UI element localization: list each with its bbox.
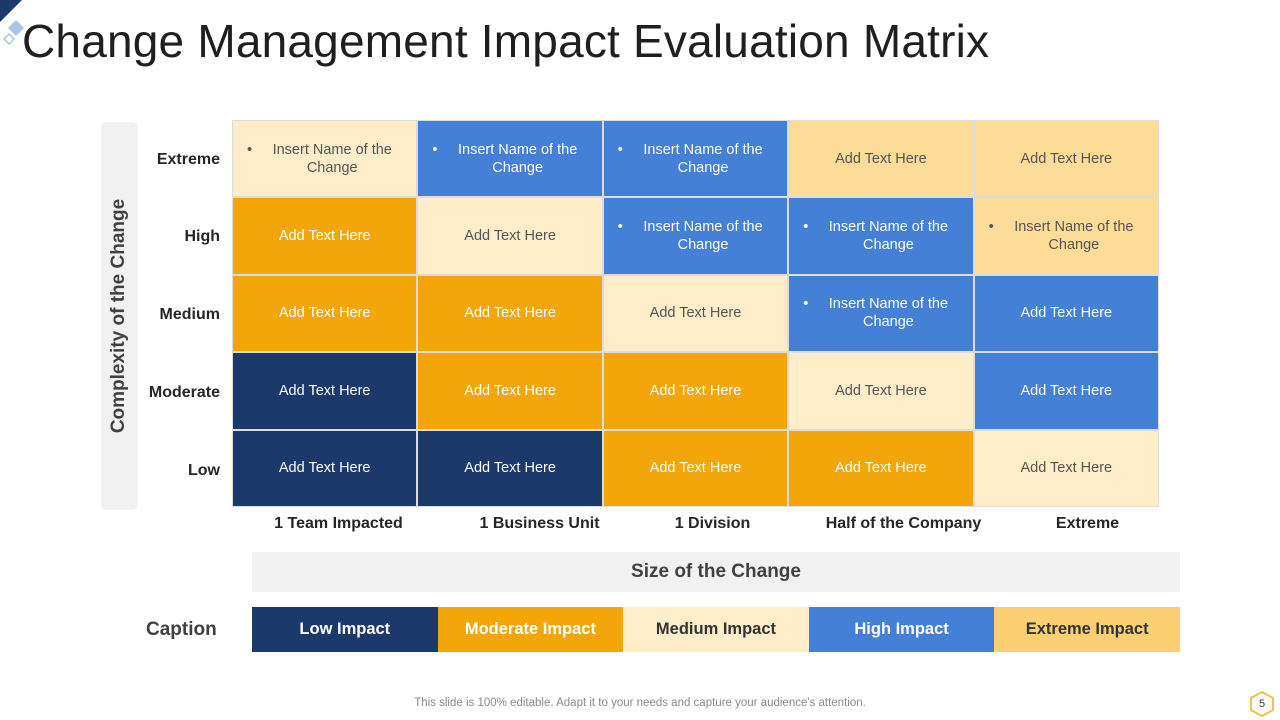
matrix-cell: • Insert Name of the Change [788, 197, 974, 275]
matrix-cell-text: Add Text Here [1020, 305, 1113, 322]
matrix-cell: • Insert Name of the Change [602, 197, 789, 275]
impact-legend: Low Impact Moderate Impact Medium Impact Hi… [252, 607, 1180, 652]
row-label-high: High [184, 228, 220, 245]
matrix-cell-text: Add Text Here [278, 460, 371, 477]
matrix-cell-text: Insert Name of the Change [457, 141, 578, 176]
y-axis-title: Complexity of the Change [108, 198, 129, 434]
bullet-icon: • [432, 141, 438, 158]
legend-item-high: High Impact [808, 607, 995, 652]
footer-note: This slide is 100% editable. Adapt it to… [414, 697, 866, 709]
page-badge-icon [1250, 690, 1274, 718]
matrix-cell: Add Text Here [232, 197, 418, 275]
matrix-cell: • Insert Name of the Change [602, 120, 789, 198]
matrix-cell-text: Add Text Here [464, 382, 556, 399]
matrix-cell-text: Insert Name of the Change [828, 296, 949, 331]
matrix-cell: Add Text Here [973, 274, 1159, 353]
matrix-cell: Add Text Here [232, 352, 418, 430]
matrix-cell: • Insert Name of the Change [788, 274, 974, 353]
matrix-cell: Add Text Here [232, 429, 418, 507]
matrix-cell-text: Add Text Here [1020, 150, 1113, 167]
matrix-cell-text: Insert Name of the Change [828, 219, 949, 254]
matrix-cell: Add Text Here [973, 120, 1159, 198]
matrix-cell: Add Text Here [602, 352, 789, 430]
matrix-cell-text: Add Text Here [649, 382, 742, 399]
matrix-cell-text: Add Text Here [278, 305, 371, 322]
row-label-medium: Medium [159, 306, 220, 323]
y-axis-title-box [101, 122, 138, 510]
legend-item-medium: Medium Impact [623, 607, 809, 652]
matrix-cell-text: Insert Name of the Change [643, 219, 763, 254]
impact-matrix: • Insert Name of the Change • Insert Name o… [232, 120, 1159, 507]
matrix-cell: Add Text Here [602, 429, 789, 507]
page-title: Change Management Impact Evaluation Matr… [22, 15, 990, 67]
bullet-icon: • [803, 219, 809, 236]
matrix-cell: Add Text Here [602, 274, 789, 353]
matrix-cell: • Insert Name of the Change [417, 120, 603, 198]
matrix-cell-text: Insert Name of the Change [643, 141, 763, 176]
bullet-icon: • [803, 296, 809, 313]
matrix-cell-text: Insert Name of the Change [272, 141, 392, 176]
matrix-cell: Add Text Here [788, 352, 974, 430]
corner-diamond-logo-icon [0, 0, 24, 46]
matrix-cell-text: Add Text Here [649, 460, 742, 477]
matrix-cell: Add Text Here [973, 352, 1159, 430]
bullet-icon: • [617, 141, 623, 158]
legend-item-low: Low Impact [252, 607, 438, 652]
legend-item-extreme: Extreme Impact [994, 607, 1180, 652]
row-label-moderate: Moderate [148, 384, 220, 401]
bullet-icon: • [988, 219, 994, 236]
legend-item-moderate: Moderate Impact [437, 607, 624, 652]
matrix-cell-text: Add Text Here [464, 460, 556, 477]
bullet-icon: • [247, 141, 253, 158]
x-axis-title: Size of the Change [252, 552, 1180, 592]
matrix-cell: • Insert Name of the Change [973, 197, 1159, 275]
column-label-1-division: 1 Division [674, 515, 751, 532]
caption-label: Caption [146, 619, 217, 640]
matrix-cell-text: Add Text Here [278, 382, 371, 399]
column-label-1-business-unit: 1 Business Unit [479, 515, 600, 532]
matrix-cell: Add Text Here [417, 197, 603, 275]
row-label-low: Low [188, 462, 220, 479]
matrix-cell: Add Text Here [417, 352, 603, 430]
matrix-cell-text: Add Text Here [835, 382, 927, 399]
matrix-cell: Add Text Here [788, 120, 974, 198]
matrix-cell-text: Add Text Here [1020, 460, 1113, 477]
matrix-cell-text: Add Text Here [464, 228, 556, 245]
column-label-extreme: Extreme [1055, 515, 1120, 532]
matrix-cell: Add Text Here [417, 429, 603, 507]
page-number: 5 [1258, 698, 1266, 710]
matrix-cell: Add Text Here [788, 429, 974, 507]
matrix-cell: Add Text Here [417, 274, 603, 353]
column-label-1-team: 1 Team Impacted [274, 515, 403, 532]
matrix-cell-text: Add Text Here [1020, 382, 1113, 399]
matrix-cell-text: Add Text Here [464, 305, 556, 322]
matrix-cell: Add Text Here [973, 429, 1159, 507]
row-label-extreme: Extreme [156, 151, 220, 168]
matrix-cell-text: Insert Name of the Change [1014, 219, 1134, 254]
matrix-cell-text: Add Text Here [278, 228, 371, 245]
matrix-cell: Add Text Here [232, 274, 418, 353]
matrix-cell-text: Add Text Here [649, 305, 742, 322]
matrix-cell-text: Add Text Here [835, 150, 927, 167]
bullet-icon: • [617, 219, 623, 236]
matrix-cell-text: Add Text Here [835, 460, 927, 477]
column-label-half-company: Half of the Company [825, 515, 982, 532]
matrix-cell: • Insert Name of the Change [232, 120, 418, 198]
